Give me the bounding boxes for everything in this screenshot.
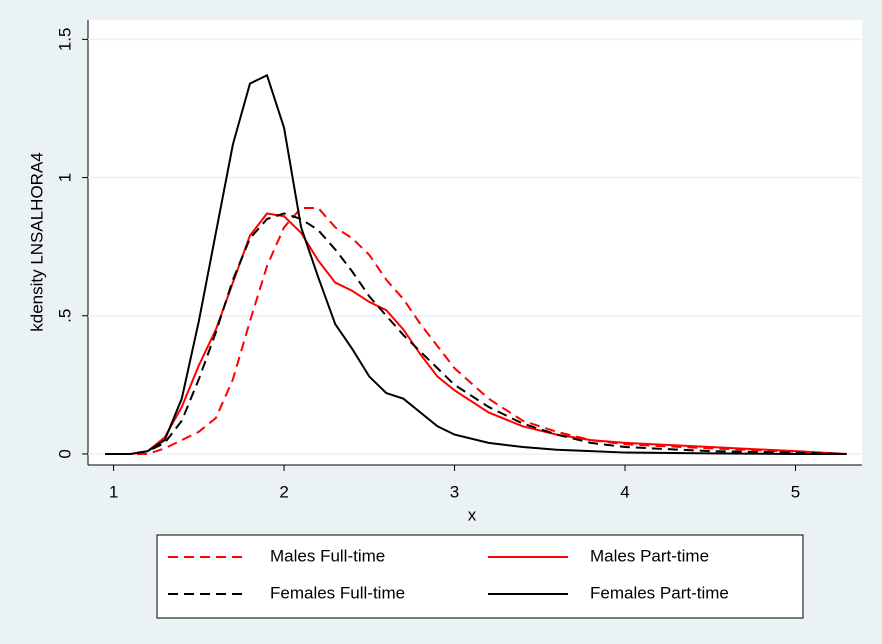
y-tick-label: 0 — [55, 449, 74, 458]
x-axis-title: x — [468, 505, 477, 524]
legend-label: Males Full-time — [270, 546, 385, 565]
x-tick-label: 2 — [279, 482, 288, 501]
series-line — [105, 206, 847, 455]
y-tick-label: 1.5 — [55, 28, 74, 52]
plot-area — [88, 20, 862, 465]
series-line — [105, 212, 847, 455]
legend-label: Females Full-time — [270, 583, 405, 602]
y-tick-label: .5 — [55, 309, 74, 323]
x-tick-label: 1 — [109, 482, 118, 501]
series-line — [105, 73, 847, 455]
x-tick-label: 4 — [620, 482, 629, 501]
legend-label: Males Part-time — [590, 546, 709, 565]
y-tick-label: 1 — [55, 173, 74, 182]
legend-label: Females Part-time — [590, 583, 729, 602]
y-axis-title: kdensity LNSALHORA4 — [27, 152, 46, 332]
x-tick-label: 3 — [450, 482, 459, 501]
x-tick-label: 5 — [791, 482, 800, 501]
legend — [156, 534, 804, 619]
